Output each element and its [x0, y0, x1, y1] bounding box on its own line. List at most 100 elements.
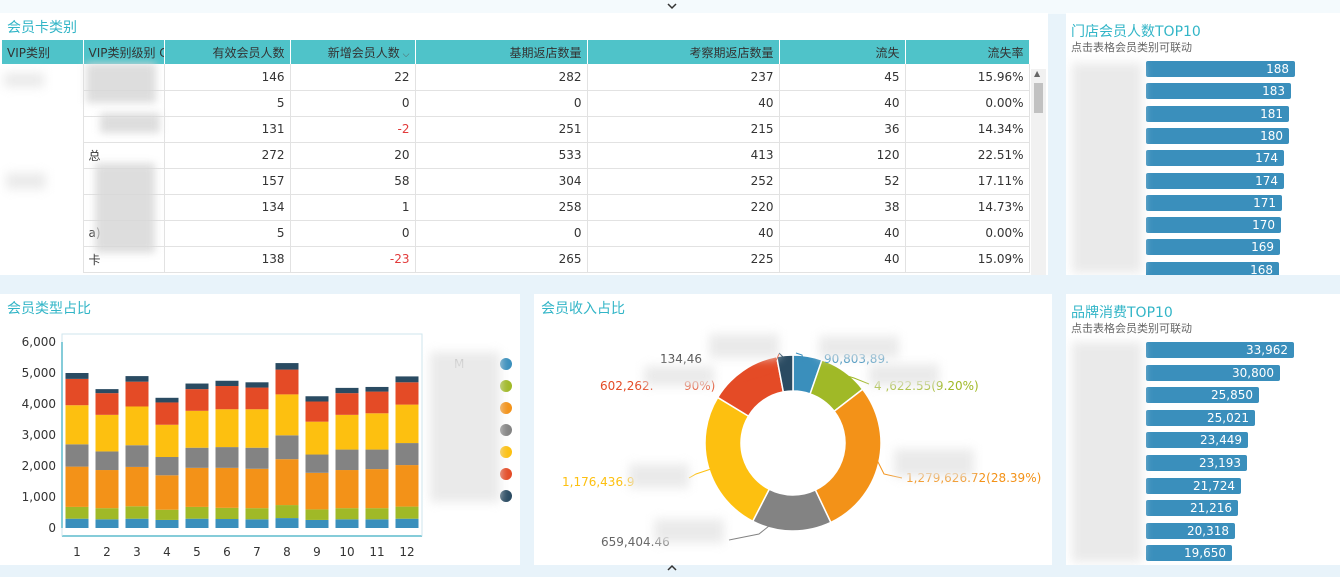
table-row[interactable]: 146 22 282 237 45 15.96%	[2, 64, 1030, 91]
rank-bar[interactable]: 181	[1146, 105, 1289, 122]
bar-segment[interactable]	[305, 454, 329, 473]
scroll-thumb[interactable]	[1034, 83, 1043, 113]
bar-segment[interactable]	[365, 386, 389, 392]
rank-bar[interactable]: 170	[1146, 217, 1281, 234]
bar-segment[interactable]	[155, 519, 179, 528]
bar-segment[interactable]	[65, 378, 89, 406]
bar-segment[interactable]	[155, 397, 179, 403]
bar-segment[interactable]	[245, 382, 269, 388]
bar-segment[interactable]	[245, 508, 269, 520]
bar-segment[interactable]	[335, 387, 359, 394]
bar-segment[interactable]	[125, 376, 149, 382]
bar-segment[interactable]	[215, 447, 239, 468]
bar-segment[interactable]	[185, 518, 209, 528]
rank-bar[interactable]: 19,650	[1146, 545, 1232, 562]
legend-swatch[interactable]	[500, 380, 512, 392]
bar-segment[interactable]	[275, 518, 299, 528]
bar-segment[interactable]	[365, 469, 389, 509]
bar-segment[interactable]	[275, 459, 299, 506]
bar-segment[interactable]	[335, 519, 359, 528]
rank-row[interactable]: 188	[1066, 61, 1340, 77]
bar-segment[interactable]	[125, 406, 149, 446]
table-scrollbar[interactable]: ▲ ▼	[1031, 69, 1046, 275]
bar-segment[interactable]	[65, 506, 89, 519]
bar-segment[interactable]	[305, 519, 329, 528]
bar-segment[interactable]	[125, 506, 149, 519]
bar-segment[interactable]	[335, 414, 359, 450]
bar-segment[interactable]	[335, 470, 359, 509]
bar-segment[interactable]	[305, 396, 329, 402]
table-row[interactable]: 卡 138 -23 265 225 40 15.09%	[2, 246, 1030, 273]
bar-segment[interactable]	[305, 421, 329, 455]
legend-swatch[interactable]	[500, 490, 512, 502]
col-header-valid-members[interactable]: 有效会员人数	[164, 40, 291, 64]
bar-segment[interactable]	[395, 506, 419, 519]
table-row[interactable]: 总 272 20 533 413 120 22.51%	[2, 142, 1030, 169]
bar-segment[interactable]	[395, 404, 419, 444]
bar-segment[interactable]	[95, 508, 119, 520]
bar-segment[interactable]	[125, 445, 149, 467]
bar-segment[interactable]	[335, 449, 359, 471]
bar-segment[interactable]	[155, 424, 179, 458]
table-row[interactable]: 157 58 304 252 52 17.11%	[2, 168, 1030, 195]
col-header-lost-rate[interactable]: 流失率	[905, 40, 1030, 64]
bar-segment[interactable]	[95, 451, 119, 471]
rank-row[interactable]: 180	[1066, 127, 1340, 144]
rank-row[interactable]: 25,850	[1066, 387, 1340, 404]
rank-row[interactable]: 21,724	[1066, 477, 1340, 494]
rank-row[interactable]: 33,962	[1066, 342, 1340, 358]
rank-row[interactable]: 23,193	[1066, 455, 1340, 471]
col-header-base-return[interactable]: 基期返店数量	[415, 40, 588, 64]
bar-segment[interactable]	[155, 457, 179, 476]
table-row[interactable]: 131 -2 251 215 36 14.34%	[2, 116, 1030, 143]
bar-segment[interactable]	[395, 465, 419, 507]
col-header-vip-level[interactable]: VIP类别级别 C	[83, 40, 165, 64]
bar-segment[interactable]	[65, 405, 89, 445]
rank-bar[interactable]: 168	[1146, 261, 1279, 275]
bar-segment[interactable]	[95, 470, 119, 509]
rank-row[interactable]: 168	[1066, 261, 1340, 275]
bar-segment[interactable]	[275, 505, 299, 519]
bar-segment[interactable]	[395, 518, 419, 528]
legend-swatch[interactable]	[500, 446, 512, 458]
bar-segment[interactable]	[365, 519, 389, 528]
bar-segment[interactable]	[185, 389, 209, 411]
col-header-period-return[interactable]: 考察期返店数量	[587, 40, 780, 64]
legend-swatch[interactable]	[500, 468, 512, 480]
vip-type-cell[interactable]	[2, 194, 84, 220]
col-header-new-members[interactable]: 新增会员人数 ⌵	[290, 40, 416, 64]
rank-bar[interactable]: 171	[1146, 194, 1282, 211]
bar-segment[interactable]	[365, 508, 389, 520]
rank-row[interactable]: 174	[1066, 150, 1340, 167]
bar-segment[interactable]	[245, 519, 269, 528]
bar-segment[interactable]	[275, 363, 299, 370]
rank-row[interactable]: 174	[1066, 172, 1340, 189]
bar-segment[interactable]	[245, 387, 269, 410]
table-row[interactable]: 5 0 0 40 40 0.00%	[2, 90, 1030, 117]
bar-segment[interactable]	[275, 435, 299, 460]
rank-bar[interactable]: 21,724	[1146, 477, 1241, 494]
legend-swatch[interactable]	[500, 358, 512, 370]
vip-type-cell[interactable]	[2, 116, 84, 142]
bar-segment[interactable]	[185, 383, 209, 390]
rank-bar[interactable]: 174	[1146, 150, 1284, 167]
legend-swatch[interactable]	[500, 402, 512, 414]
bar-segment[interactable]	[155, 509, 179, 520]
bar-segment[interactable]	[95, 389, 119, 394]
rank-bar[interactable]: 33,962	[1146, 342, 1294, 358]
rank-row[interactable]: 23,449	[1066, 432, 1340, 449]
bar-segment[interactable]	[215, 386, 239, 410]
bar-segment[interactable]	[305, 401, 329, 422]
legend-swatch[interactable]	[500, 424, 512, 436]
rank-row[interactable]: 21,216	[1066, 500, 1340, 517]
bar-segment[interactable]	[305, 472, 329, 510]
bar-segment[interactable]	[215, 380, 239, 387]
bar-segment[interactable]	[275, 369, 299, 395]
donut-slice[interactable]	[814, 388, 882, 524]
bar-segment[interactable]	[65, 518, 89, 528]
table-row[interactable]: 134 1 258 220 38 14.73%	[2, 194, 1030, 221]
bar-segment[interactable]	[215, 409, 239, 448]
bar-segment[interactable]	[185, 506, 209, 519]
bar-segment[interactable]	[65, 466, 89, 507]
bar-segment[interactable]	[395, 443, 419, 466]
